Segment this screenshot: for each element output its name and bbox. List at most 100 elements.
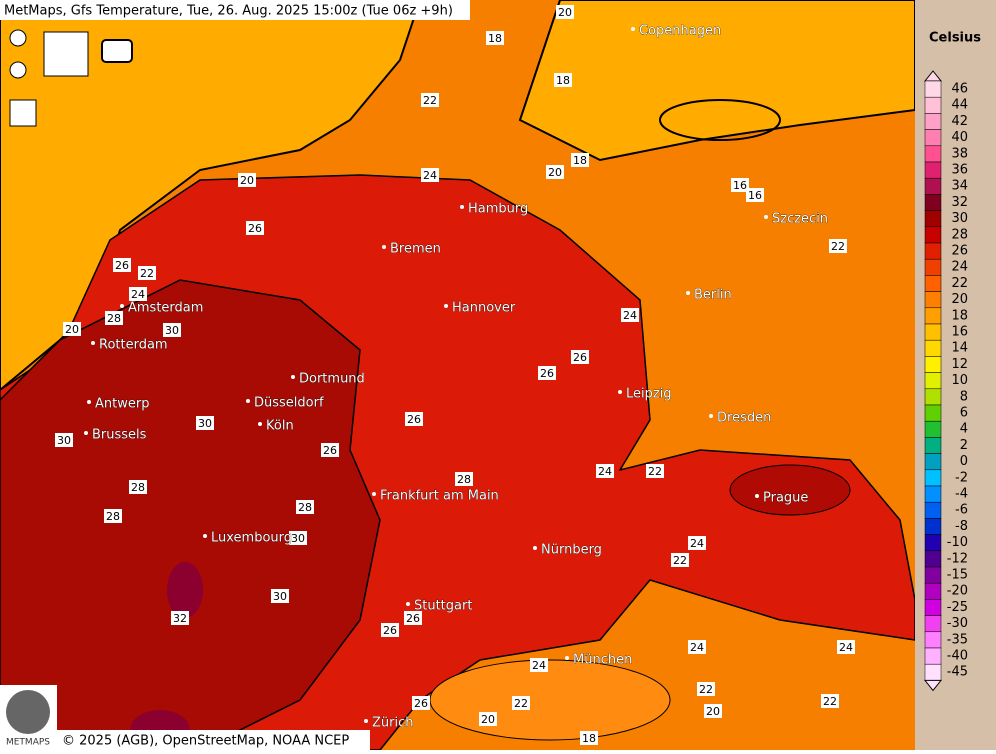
legend-value: -30	[947, 616, 968, 631]
contour-label: 26	[540, 367, 554, 380]
contour-label: 20	[706, 705, 720, 718]
contour-label: 32	[173, 612, 187, 625]
city-dot	[382, 245, 386, 249]
legend-swatch	[924, 599, 942, 616]
legend-value: 16	[951, 325, 968, 340]
legend-swatch	[924, 291, 942, 309]
city-label: Frankfurt am Main	[380, 489, 499, 504]
city-dot	[120, 304, 124, 308]
alps-cool	[429, 659, 671, 741]
contour-label: 22	[831, 240, 845, 253]
contour-label-box	[596, 464, 614, 478]
contour-label-box	[421, 168, 439, 182]
legend-swatch	[924, 194, 942, 211]
contour-label: 24	[690, 537, 704, 550]
legend-value: -40	[947, 649, 968, 664]
city-dot	[565, 656, 569, 660]
legend-value: -25	[947, 600, 968, 615]
zoom-out[interactable]	[9, 61, 27, 79]
city-label: Hamburg	[468, 202, 528, 217]
legend-value: -45	[947, 665, 968, 680]
legend-value: 14	[951, 341, 968, 356]
contour-label-box	[105, 311, 123, 325]
city-dot	[203, 534, 207, 538]
legend-swatch	[924, 550, 942, 568]
contour-label-box	[554, 73, 572, 87]
contour-label-box	[63, 322, 81, 336]
contour-label: 30	[273, 590, 287, 603]
city-dot	[709, 414, 713, 418]
legend-swatch	[924, 96, 942, 114]
coastline	[659, 99, 781, 141]
contour-label-box	[381, 623, 399, 637]
legend-swatch	[924, 242, 942, 260]
city-label: Berlin	[694, 288, 732, 303]
contour-label: 26	[407, 413, 421, 426]
legend-swatch	[924, 372, 942, 390]
contour-label-box	[486, 31, 504, 45]
legend-swatch	[924, 437, 942, 454]
city-dot	[291, 375, 295, 379]
legend-value: 42	[951, 114, 968, 129]
contour-label-box	[289, 531, 307, 545]
city-label: Dortmund	[299, 372, 365, 387]
contour-label-box	[238, 173, 256, 187]
pan-control[interactable]	[43, 31, 89, 77]
legend-swatch	[924, 469, 942, 487]
contour-label-box	[837, 640, 855, 654]
contour-label: 24	[598, 465, 612, 478]
legend-value: 22	[951, 276, 968, 291]
contour-label-box	[556, 5, 574, 19]
screenshot-button[interactable]	[101, 39, 133, 63]
contour-label: 24	[131, 288, 145, 301]
contour-label-box	[731, 178, 749, 192]
contour-label: 18	[573, 154, 587, 167]
legend-value: 40	[951, 130, 968, 145]
legend-value: 6	[960, 406, 968, 421]
legend-swatch	[924, 647, 942, 665]
logo-text: METMAPS	[6, 738, 50, 748]
city-dot	[755, 494, 759, 498]
zoom-in[interactable]	[9, 29, 27, 47]
legend-swatch	[924, 210, 942, 228]
contour-label: 24	[532, 659, 546, 672]
fullscreen-button[interactable]	[9, 99, 37, 127]
contour-label: 28	[457, 473, 471, 486]
contour-label: 22	[514, 697, 528, 710]
contour-label: 26	[406, 612, 420, 625]
contour-label-box	[196, 416, 214, 430]
map-controls[interactable]	[9, 29, 133, 127]
city-dot	[91, 341, 95, 345]
contour-label: 22	[423, 94, 437, 107]
contour-label-box	[405, 412, 423, 426]
legend-swatch	[924, 258, 942, 276]
legend-value: 24	[951, 260, 968, 275]
hot-spot	[729, 464, 851, 516]
city-label: Bremen	[390, 242, 441, 257]
city-dot	[246, 399, 250, 403]
legend-swatch	[924, 145, 942, 163]
contour-label-box	[271, 589, 289, 603]
legend-value: 0	[960, 454, 968, 469]
city-label: Antwerp	[95, 397, 149, 412]
city-dot	[460, 205, 464, 209]
contour-label-box	[704, 704, 722, 718]
legend-value: 2	[960, 438, 968, 453]
contour-label-box	[104, 509, 122, 523]
contour-label: 20	[558, 6, 572, 19]
legend-value: 36	[951, 163, 968, 178]
legend-swatch	[924, 161, 942, 179]
contour-label: 28	[131, 481, 145, 494]
legend-value: 28	[951, 227, 968, 242]
city-label: Prague	[763, 491, 808, 506]
contour-label-box	[246, 221, 264, 235]
city-label: Luxembourg	[211, 531, 292, 546]
city-label: Szczecin	[772, 212, 828, 227]
city-label: Köln	[266, 419, 294, 434]
legend-swatch	[924, 339, 942, 357]
contour-label: 28	[107, 312, 121, 325]
contour-label-box	[671, 553, 689, 567]
contour-label-box	[412, 696, 430, 710]
legend-swatch	[924, 307, 942, 325]
